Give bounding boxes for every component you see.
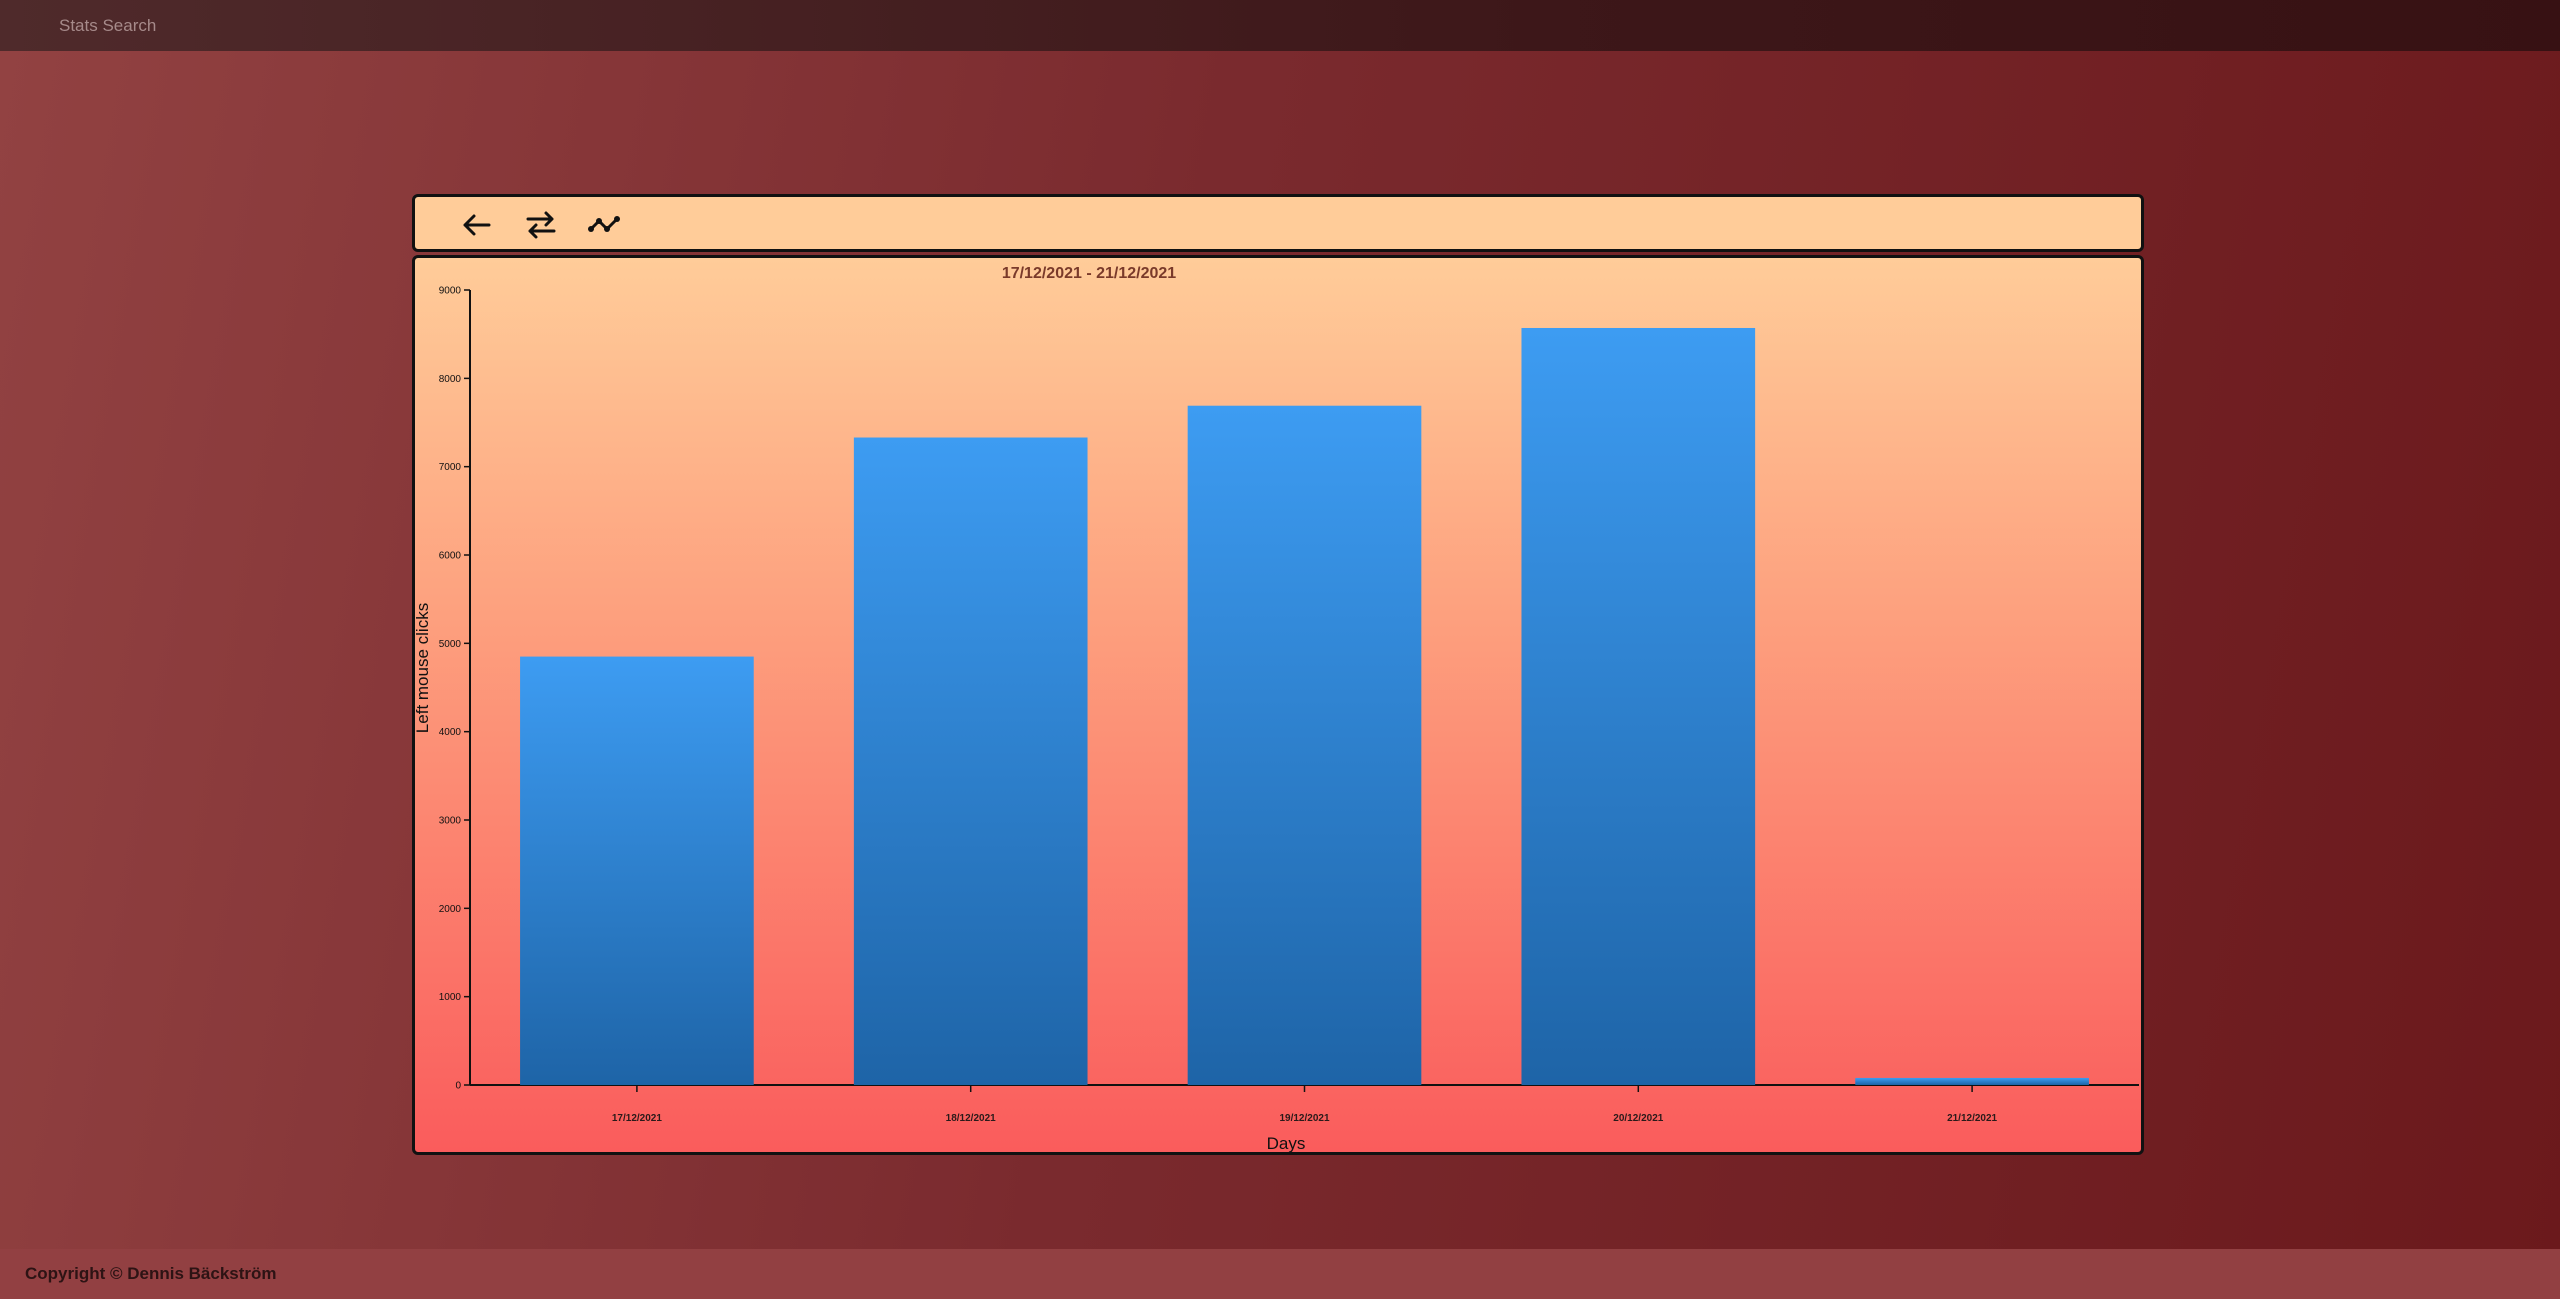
chart-title: 17/12/2021 - 21/12/2021 [1002, 265, 1176, 282]
bar[interactable] [1855, 1077, 2089, 1085]
copyright-text: Copyright © Dennis Bäckström [25, 1264, 277, 1283]
x-tick-label: 20/12/2021 [1613, 1113, 1663, 1124]
x-tick-label: 21/12/2021 [1947, 1113, 1997, 1124]
bar-chart: 17/12/2021 - 21/12/2021 Left mouse click… [415, 265, 2139, 1152]
y-tick-label: 1000 [439, 992, 462, 1003]
chart-type-button[interactable] [587, 207, 623, 243]
y-tick-label: 0 [455, 1081, 461, 1092]
bars [520, 327, 2089, 1085]
y-tick-label: 6000 [439, 551, 462, 562]
y-tick-label: 7000 [439, 462, 462, 473]
swap-button[interactable] [523, 207, 559, 243]
y-axis-label: Left mouse clicks [415, 603, 432, 733]
swap-arrows-icon [526, 211, 556, 239]
back-button[interactable] [459, 207, 495, 243]
x-tick-label: 18/12/2021 [946, 1113, 996, 1124]
chart-toolbar [412, 194, 2144, 252]
y-tick-label: 5000 [439, 639, 462, 650]
bar[interactable] [1187, 405, 1422, 1085]
chart-panel: 17/12/2021 - 21/12/2021 Left mouse click… [412, 255, 2144, 1155]
x-tick-label: 17/12/2021 [612, 1113, 662, 1124]
y-tick-label: 2000 [439, 904, 462, 915]
top-navbar: Stats Search [0, 0, 2560, 51]
arrow-left-icon [463, 214, 491, 236]
y-tick-label: 3000 [439, 816, 462, 827]
x-axis-label: Days [1267, 1134, 1306, 1152]
x-tick-label: 19/12/2021 [1279, 1113, 1329, 1124]
bar[interactable] [853, 437, 1088, 1085]
bar[interactable] [1521, 327, 1756, 1085]
brand-link[interactable]: Stats Search [59, 16, 157, 35]
bar[interactable] [520, 656, 754, 1085]
y-tick-label: 9000 [439, 286, 462, 297]
line-chart-icon [588, 216, 620, 232]
y-tick-label: 8000 [439, 374, 462, 385]
y-tick-label: 4000 [439, 727, 462, 738]
footer: Copyright © Dennis Bäckström [0, 1249, 2560, 1299]
